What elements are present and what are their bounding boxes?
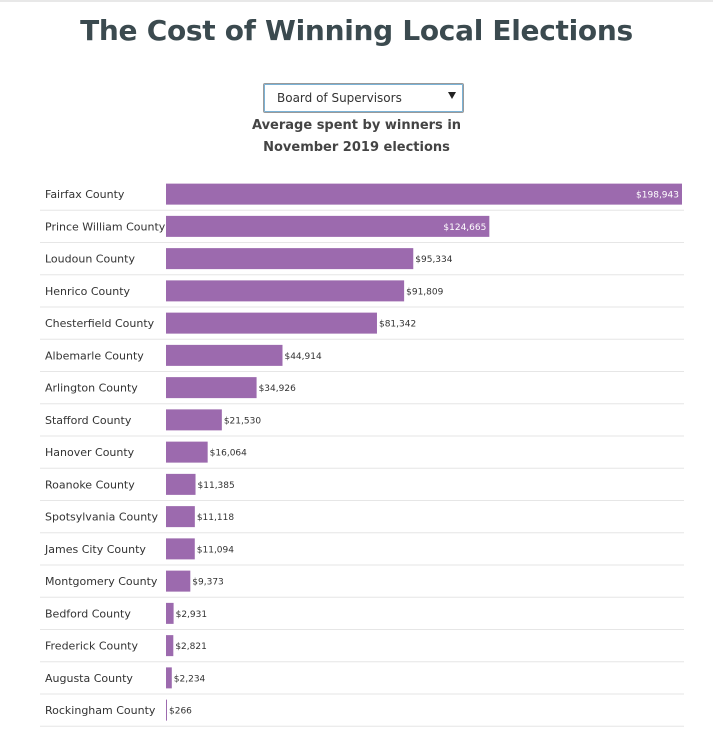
category-label-rockingham-county: Rockingham County bbox=[45, 704, 156, 717]
value-label-loudoun-county: $95,334 bbox=[415, 255, 452, 265]
value-label-augusta-county: $2,234 bbox=[174, 674, 206, 684]
bar-fairfax-county bbox=[166, 183, 682, 205]
value-label-hanover-county: $16,064 bbox=[210, 449, 247, 459]
category-label-albemarle-county: Albemarle County bbox=[45, 349, 144, 362]
value-label-albemarle-county: $44,914 bbox=[284, 352, 321, 362]
value-label-bedford-county: $2,931 bbox=[176, 610, 208, 620]
category-label-loudoun-county: Loudoun County bbox=[45, 253, 135, 266]
value-label-james-city-county: $11,094 bbox=[197, 545, 234, 555]
bar-spotsylvania-county bbox=[166, 506, 195, 528]
value-label-montgomery-county: $9,373 bbox=[192, 578, 224, 588]
category-label-montgomery-county: Montgomery County bbox=[45, 575, 158, 588]
bar-james-city-county bbox=[166, 538, 195, 560]
value-label-roanoke-county: $11,385 bbox=[198, 481, 235, 491]
value-label-fairfax-county: $198,943 bbox=[636, 191, 679, 201]
category-label-spotsylvania-county: Spotsylvania County bbox=[45, 511, 158, 524]
office-dropdown[interactable]: Board of Supervisors bbox=[263, 83, 464, 113]
category-label-henrico-county: Henrico County bbox=[45, 285, 131, 298]
value-label-chesterfield-county: $81,342 bbox=[379, 320, 416, 330]
value-label-henrico-county: $91,809 bbox=[406, 287, 443, 297]
bar-montgomery-county bbox=[166, 570, 191, 592]
category-label-chesterfield-county: Chesterfield County bbox=[45, 317, 155, 330]
category-label-fairfax-county: Fairfax County bbox=[45, 188, 125, 201]
category-label-frederick-county: Frederick County bbox=[45, 640, 138, 653]
category-label-augusta-county: Augusta County bbox=[45, 672, 133, 685]
bar-augusta-county bbox=[166, 667, 172, 689]
chart-subtitle-line2: November 2019 elections bbox=[263, 140, 450, 155]
bar-arlington-county bbox=[166, 377, 257, 399]
bar-roanoke-county bbox=[166, 473, 196, 495]
category-label-roanoke-county: Roanoke County bbox=[45, 478, 135, 491]
value-label-arlington-county: $34,926 bbox=[259, 384, 296, 394]
page-title: The Cost of Winning Local Elections bbox=[80, 14, 633, 47]
value-label-rockingham-county: $266 bbox=[169, 707, 192, 717]
bar-frederick-county bbox=[166, 635, 174, 657]
chart-subtitle-line1: Average spent by winners in bbox=[251, 118, 462, 133]
bar-loudoun-county bbox=[166, 248, 414, 270]
bar-chesterfield-county bbox=[166, 312, 377, 334]
bar-albemarle-county bbox=[166, 344, 283, 366]
category-label-prince-william-county: Prince William County bbox=[45, 220, 166, 233]
bar-bedford-county bbox=[166, 602, 174, 624]
bar-hanover-county bbox=[166, 441, 208, 463]
bar-henrico-county bbox=[166, 280, 405, 302]
category-label-bedford-county: Bedford County bbox=[45, 607, 131, 620]
bar-prince-william-county bbox=[166, 215, 490, 237]
category-label-hanover-county: Hanover County bbox=[45, 446, 135, 459]
category-label-stafford-county: Stafford County bbox=[45, 414, 132, 427]
dropdown-arrow-icon bbox=[448, 92, 456, 99]
value-label-frederick-county: $2,821 bbox=[175, 642, 207, 652]
category-label-james-city-county: James City County bbox=[44, 543, 146, 556]
bar-stafford-county bbox=[166, 409, 222, 431]
dropdown-selected-value: Board of Supervisors bbox=[277, 91, 402, 105]
category-label-arlington-county: Arlington County bbox=[45, 382, 138, 395]
value-label-spotsylvania-county: $11,118 bbox=[197, 513, 234, 523]
value-label-stafford-county: $21,530 bbox=[224, 416, 261, 426]
top-border bbox=[0, 0, 713, 2]
bar-rockingham-county bbox=[166, 699, 167, 721]
value-label-prince-william-county: $124,665 bbox=[443, 223, 486, 233]
